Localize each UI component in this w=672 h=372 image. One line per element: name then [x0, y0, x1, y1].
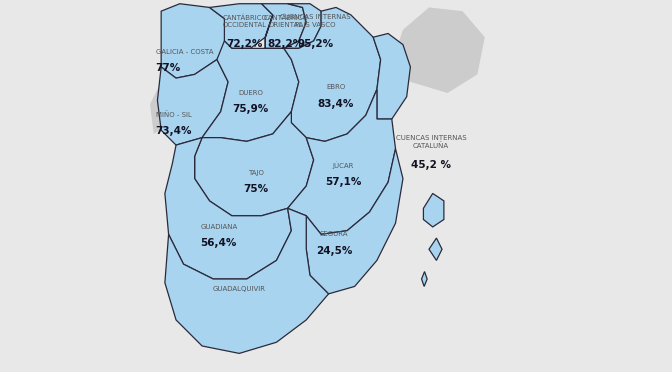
Text: 77%: 77%	[156, 63, 181, 73]
Polygon shape	[284, 4, 321, 48]
Polygon shape	[195, 112, 314, 216]
Polygon shape	[288, 89, 396, 234]
Text: CUENCAS INTERNAS
CATALUÑA: CUENCAS INTERNAS CATALUÑA	[396, 135, 466, 149]
Text: CANTÁBRICO
OCCIDENTAL: CANTÁBRICO OCCIDENTAL	[222, 15, 267, 28]
Polygon shape	[396, 7, 485, 93]
Text: 83,4%: 83,4%	[318, 99, 354, 109]
Polygon shape	[157, 60, 228, 145]
Polygon shape	[261, 4, 306, 48]
Text: 72,2%: 72,2%	[226, 39, 263, 49]
Text: EBRO: EBRO	[327, 84, 345, 90]
Text: 24,5%: 24,5%	[316, 246, 352, 256]
Polygon shape	[150, 74, 187, 134]
Text: SEGURA: SEGURA	[320, 231, 348, 237]
Polygon shape	[421, 272, 427, 286]
Text: 45,2 %: 45,2 %	[411, 160, 451, 170]
Polygon shape	[165, 208, 329, 353]
Text: 82,2%: 82,2%	[267, 39, 304, 49]
Text: DUERO: DUERO	[238, 90, 263, 96]
Text: TAJO: TAJO	[248, 170, 264, 176]
Text: CUENCAS INTERNAS
PAÍS VASCO: CUENCAS INTERNAS PAÍS VASCO	[280, 14, 351, 28]
Polygon shape	[210, 4, 273, 48]
Polygon shape	[423, 193, 444, 227]
Text: GUADALQUIVIR: GUADALQUIVIR	[213, 286, 266, 292]
Text: 75%: 75%	[243, 184, 269, 194]
Polygon shape	[284, 7, 380, 141]
Polygon shape	[161, 4, 228, 78]
Text: 75,9%: 75,9%	[233, 104, 269, 114]
Text: 57,1%: 57,1%	[325, 177, 362, 187]
Polygon shape	[429, 238, 442, 260]
Text: CANTÁBRICO
ORIENTAL: CANTÁBRICO ORIENTAL	[263, 15, 308, 28]
Polygon shape	[306, 149, 403, 294]
Text: JÚCAR: JÚCAR	[333, 161, 354, 169]
Text: GUADIANA: GUADIANA	[200, 224, 237, 230]
Polygon shape	[165, 138, 292, 279]
Text: MIÑO - SIL: MIÑO - SIL	[156, 112, 192, 118]
Text: GALICIA - COSTA: GALICIA - COSTA	[156, 49, 213, 55]
Text: 95,2%: 95,2%	[298, 39, 333, 49]
Text: 73,4%: 73,4%	[156, 126, 192, 137]
Text: 56,4%: 56,4%	[201, 238, 237, 248]
Polygon shape	[373, 33, 411, 119]
Polygon shape	[202, 15, 299, 141]
